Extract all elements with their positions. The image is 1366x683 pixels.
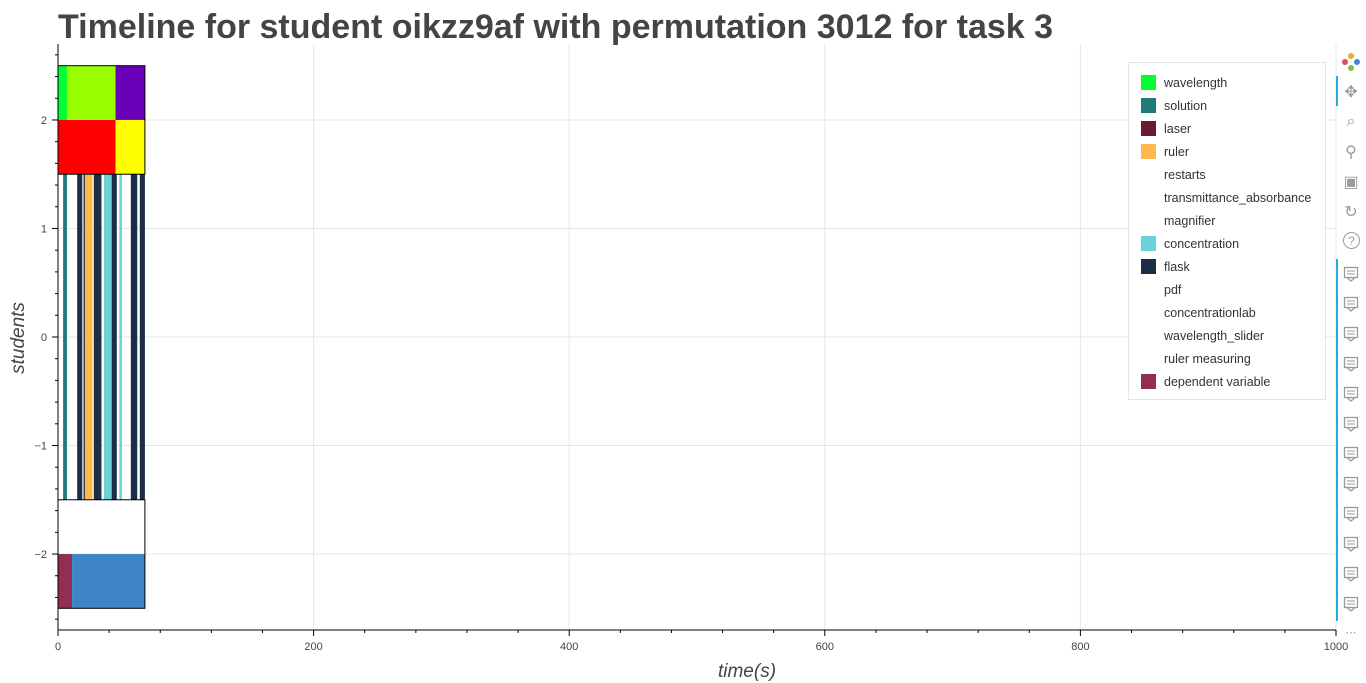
save-icon[interactable]: ▣ — [1343, 174, 1359, 191]
legend-swatch — [1141, 167, 1156, 182]
timeline-segment — [84, 174, 93, 500]
active-tool-marker — [1336, 76, 1338, 106]
legend-swatch — [1141, 259, 1156, 274]
legend-label: wavelength — [1164, 75, 1228, 90]
legend-swatch — [1141, 121, 1156, 136]
timeline-segment — [58, 65, 67, 120]
legend-item[interactable]: transmittance_absorbance — [1129, 186, 1325, 209]
hover-icon[interactable] — [1341, 534, 1361, 554]
timeline-segment — [130, 174, 138, 500]
help-icon[interactable]: ? — [1343, 232, 1360, 249]
hover-icon[interactable] — [1341, 474, 1361, 494]
legend-swatch — [1141, 190, 1156, 205]
timeline-segment — [66, 65, 116, 120]
legend-label: dependent variable — [1164, 374, 1271, 389]
legend-item[interactable]: concentrationlab — [1129, 301, 1325, 324]
y-tick-label: −2 — [34, 549, 47, 561]
x-axis-title: time(s) — [718, 661, 776, 682]
legend-label: flask — [1164, 259, 1190, 274]
hover-icon[interactable] — [1341, 414, 1361, 434]
hover-icon[interactable] — [1341, 564, 1361, 584]
hover-icon[interactable] — [1341, 384, 1361, 404]
x-tick-label: 400 — [560, 641, 578, 653]
wheel-zoom-icon[interactable]: ⚲ — [1345, 144, 1357, 161]
legend-item[interactable]: magnifier — [1129, 209, 1325, 232]
chart-legend: wavelength solution laser ruler restarts tran… — [1128, 62, 1326, 400]
legend-label: concentration — [1164, 236, 1240, 251]
active-tool-marker — [1336, 259, 1338, 621]
legend-label: concentrationlab — [1164, 305, 1256, 320]
legend-label: solution — [1164, 98, 1208, 113]
hover-icon[interactable] — [1341, 504, 1361, 524]
hover-icon[interactable] — [1341, 324, 1361, 344]
timeline-segment — [93, 174, 102, 500]
legend-item[interactable]: dependent variable — [1129, 370, 1325, 393]
timeline-segment — [119, 174, 122, 500]
legend-swatch — [1141, 213, 1156, 228]
legend-swatch — [1141, 144, 1156, 159]
hover-icon[interactable] — [1341, 444, 1361, 464]
legend-label: ruler measuring — [1164, 351, 1251, 366]
legend-swatch — [1141, 374, 1156, 389]
timeline-segment — [58, 554, 73, 609]
legend-item[interactable]: solution — [1129, 94, 1325, 117]
timeline-segment — [115, 65, 145, 120]
x-tick-label: 200 — [304, 641, 322, 653]
legend-swatch — [1141, 328, 1156, 343]
legend-item[interactable]: ruler measuring — [1129, 347, 1325, 370]
timeline-segment — [139, 174, 145, 500]
legend-label: restarts — [1164, 167, 1206, 182]
hover-icon[interactable] — [1341, 354, 1361, 374]
legend-item[interactable]: laser — [1129, 117, 1325, 140]
chart-toolbar: ✥ ⌕ ⚲ ▣ ↻? ⋯ — [1336, 44, 1366, 644]
timeline-segment — [63, 174, 67, 500]
hover-icon[interactable] — [1341, 294, 1361, 314]
timeline-segment — [111, 174, 117, 500]
legend-swatch — [1141, 282, 1156, 297]
legend-item[interactable]: flask — [1129, 255, 1325, 278]
chart-title: Timeline for student oikzz9af with permu… — [58, 8, 1054, 46]
timeline-segment — [58, 119, 116, 175]
legend-swatch — [1141, 75, 1156, 90]
hover-icon[interactable] — [1341, 594, 1361, 614]
legend-label: wavelength_slider — [1164, 328, 1265, 343]
x-tick-label: 1000 — [1324, 641, 1348, 653]
legend-item[interactable]: wavelength_slider — [1129, 324, 1325, 347]
legend-item[interactable]: restarts — [1129, 163, 1325, 186]
y-tick-label: 1 — [41, 223, 47, 235]
pan-icon[interactable]: ✥ — [1344, 84, 1358, 101]
legend-swatch — [1141, 98, 1156, 113]
legend-label: magnifier — [1164, 213, 1216, 228]
timeline-segment — [72, 554, 145, 609]
legend-swatch — [1141, 351, 1156, 366]
y-tick-label: −1 — [34, 441, 47, 453]
timeline-segment — [77, 174, 83, 500]
y-tick-label: 0 — [41, 332, 47, 344]
y-tick-label: 2 — [41, 115, 47, 127]
x-tick-label: 600 — [816, 641, 834, 653]
legend-label: pdf — [1164, 282, 1182, 297]
x-tick-label: 800 — [1071, 641, 1089, 653]
legend-item[interactable]: concentration — [1129, 232, 1325, 255]
legend-item[interactable]: wavelength — [1129, 71, 1325, 94]
legend-item[interactable]: pdf — [1129, 278, 1325, 301]
legend-item[interactable]: ruler — [1129, 140, 1325, 163]
bokeh-logo-icon[interactable] — [1341, 52, 1361, 72]
more-tools-icon[interactable]: ⋯ — [1345, 626, 1357, 639]
legend-swatch — [1141, 305, 1156, 320]
timeline-segment — [115, 119, 145, 175]
hover-icon[interactable] — [1341, 264, 1361, 284]
y-axis-title: students — [8, 302, 29, 374]
legend-label: ruler — [1164, 144, 1190, 159]
legend-swatch — [1141, 236, 1156, 251]
box-zoom-icon[interactable]: ⌕ — [1346, 113, 1356, 130]
timeline-segment — [104, 174, 112, 500]
legend-label: transmittance_absorbance — [1164, 190, 1312, 205]
reset-icon[interactable]: ↻ — [1344, 204, 1358, 221]
legend-label: laser — [1164, 121, 1192, 136]
x-tick-label: 0 — [55, 641, 61, 653]
